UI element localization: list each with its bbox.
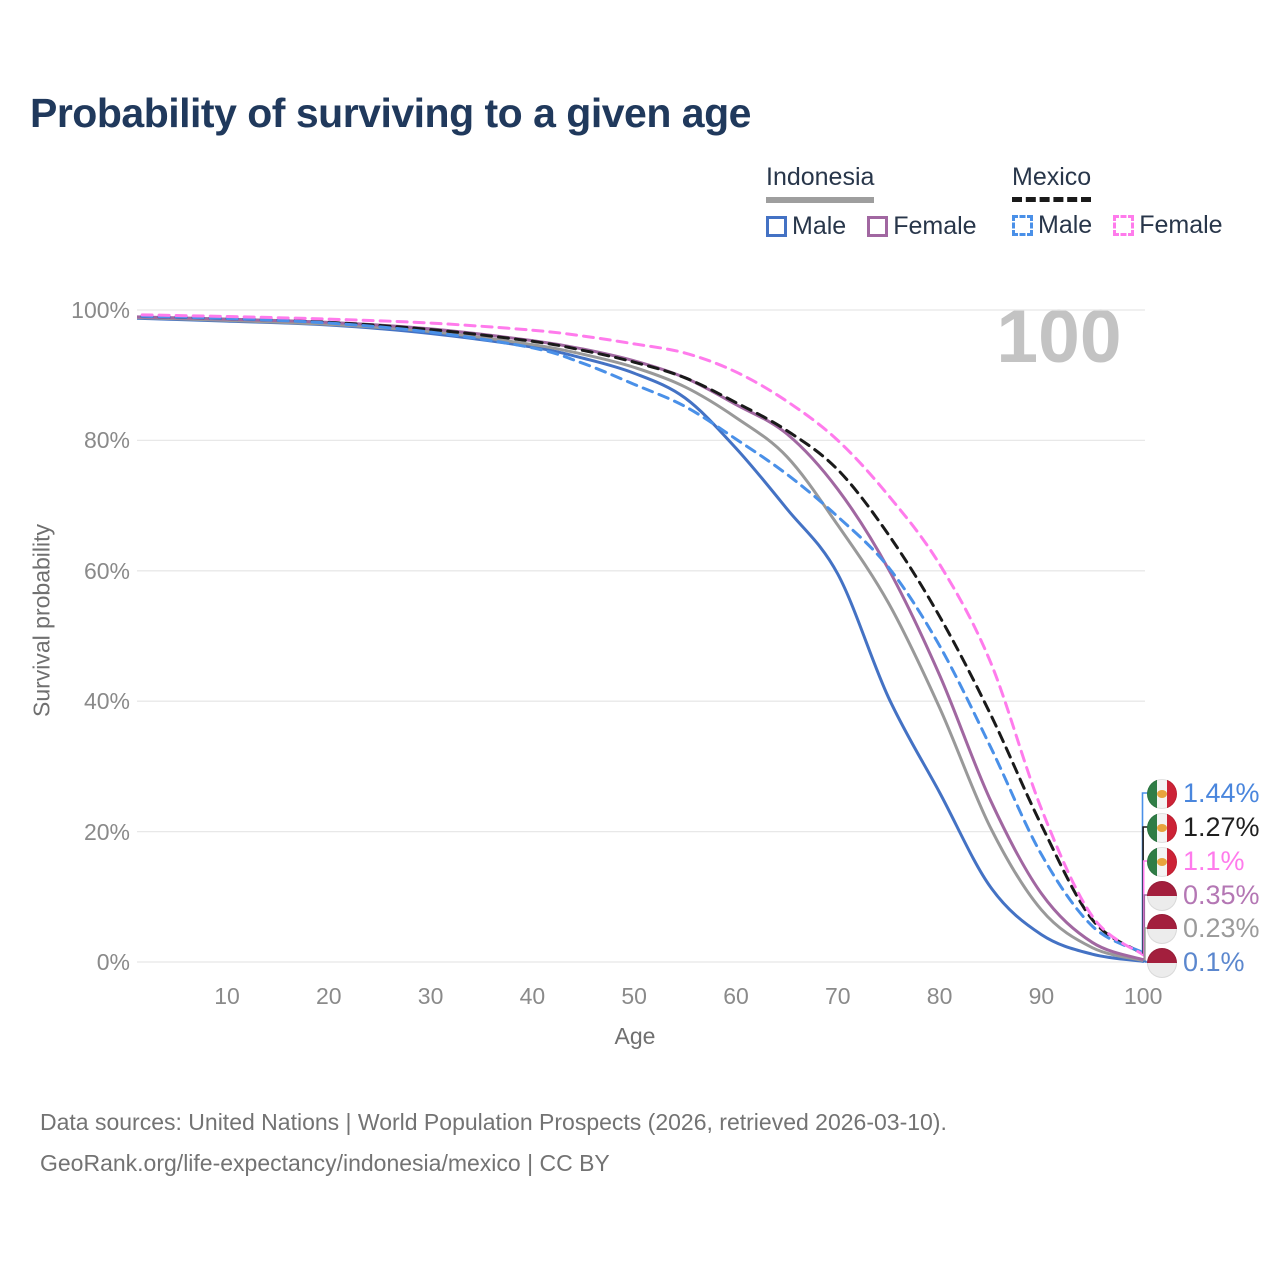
legend-label-indonesia-male: Male (792, 212, 847, 240)
x-tick-70: 70 (825, 983, 851, 1009)
legend-group-indonesia: Indonesia Male Female (766, 163, 977, 241)
x-tick-90: 90 (1028, 983, 1055, 1009)
leader-lines (1141, 792, 1149, 963)
legend-label-mexico-female: Female (1139, 211, 1223, 239)
x-tick-30: 30 (417, 983, 444, 1009)
end-label-mexico-all: 1.27% (1147, 812, 1260, 843)
legend-items-mexico: Male Female (1012, 211, 1223, 240)
legend-item-mexico-female[interactable]: Female (1113, 211, 1223, 240)
y-tick-20: 20% (83, 818, 130, 845)
chart-title: Probability of surviving to a given age (30, 90, 751, 136)
legend-header-indonesia[interactable]: Indonesia (766, 163, 875, 203)
end-label-indonesia-all: 0.23% (1147, 913, 1260, 944)
age-counter-watermark: 100 (996, 294, 1122, 378)
legend-header-mexico[interactable]: Mexico (1012, 163, 1092, 202)
mexico-female-line-swatch-icon (1113, 215, 1135, 236)
x-tick-80: 80 (926, 983, 953, 1009)
end-label-indonesia-female: 0.35% (1147, 880, 1260, 911)
end-value: 0.35% (1183, 880, 1260, 910)
end-value: 1.27% (1183, 812, 1260, 842)
legend-label-mexico-male: Male (1038, 211, 1093, 239)
indonesia-male-line-swatch-icon (766, 216, 787, 237)
y-axis-title: Survival probability (28, 523, 55, 718)
x-axis-title: Age (614, 1023, 656, 1049)
line-indonesia-male[interactable] (125, 316, 1145, 963)
legend-item-indonesia-female[interactable]: Female (867, 212, 977, 241)
indonesia-flag-icon (1147, 880, 1177, 911)
gridlines (137, 309, 1145, 963)
x-tick-100: 100 (1124, 983, 1163, 1009)
indonesia-flag-icon (1147, 947, 1177, 978)
line-indonesia-all[interactable] (125, 316, 1145, 962)
mexico-flag-icon (1147, 846, 1177, 877)
survival-curves (125, 313, 1145, 963)
line-indonesia-female[interactable] (125, 315, 1145, 962)
legend-label-indonesia-female: Female (893, 212, 977, 240)
x-tick-40: 40 (519, 983, 546, 1009)
legend-group-mexico: Mexico Male Female (1012, 163, 1223, 240)
x-tick-50: 50 (621, 983, 647, 1009)
y-tick-80: 80% (83, 427, 130, 454)
y-tick-100: 100% (71, 297, 130, 323)
leader-indonesia-all (1143, 927, 1149, 962)
y-tick-40: 40% (83, 688, 130, 715)
end-value: 1.44% (1183, 778, 1260, 808)
line-mexico-male[interactable] (125, 314, 1145, 955)
indonesia-female-line-swatch-icon (867, 216, 889, 237)
line-mexico-all[interactable] (125, 314, 1145, 956)
line-mexico-female[interactable] (125, 313, 1145, 957)
y-tick-60: 60% (83, 557, 130, 584)
end-label-mexico-female: 1.1% (1147, 846, 1245, 877)
end-label-mexico-male: 1.44% (1147, 778, 1260, 809)
source-line-1: Data sources: United Nations | World Pop… (40, 1109, 947, 1135)
source-note: Data sources: United Nations | World Pop… (40, 1102, 947, 1184)
source-line-2: GeoRank.org/life-expectancy/indonesia/me… (40, 1150, 610, 1176)
legend-item-indonesia-male[interactable]: Male (766, 212, 846, 241)
end-value: 1.1% (1183, 846, 1245, 876)
legend-item-mexico-male[interactable]: Male (1012, 211, 1092, 240)
end-value: 0.23% (1183, 913, 1260, 943)
x-tick-60: 60 (723, 983, 749, 1009)
y-tick-0: 0% (96, 949, 130, 975)
mexico-flag-icon (1147, 812, 1177, 843)
indonesia-flag-icon (1147, 913, 1177, 944)
mexico-flag-icon (1147, 778, 1177, 809)
legend-items-indonesia: Male Female (766, 212, 977, 241)
end-value: 0.1% (1183, 947, 1245, 977)
mexico-male-line-swatch-icon (1012, 215, 1033, 236)
x-tick-20: 20 (316, 983, 342, 1009)
end-label-indonesia-male: 0.1% (1147, 947, 1245, 978)
x-tick-10: 10 (214, 983, 240, 1009)
